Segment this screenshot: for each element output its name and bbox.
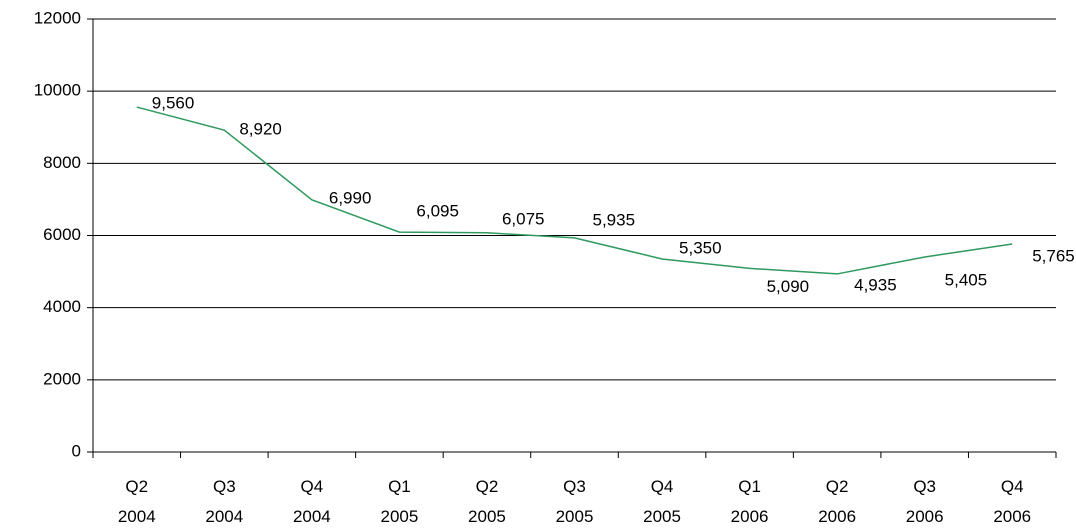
x-tick-label: Q3 2006: [906, 477, 944, 526]
x-tick-label: Q2 2004: [118, 477, 156, 526]
x-tick-label-line: 2004: [118, 507, 156, 526]
x-tick-label-line: 2004: [293, 507, 331, 526]
y-tick-label: 12000: [34, 8, 81, 27]
x-tick-label-line: Q1: [388, 477, 411, 496]
x-tick-label-line: Q3: [913, 477, 936, 496]
y-tick-label: 4000: [43, 297, 81, 316]
y-tick-label: 8000: [43, 153, 81, 172]
x-tick-label-line: 2004: [205, 507, 243, 526]
x-tick-label-line: Q2: [476, 477, 499, 496]
x-tick-label-line: Q2: [826, 477, 849, 496]
x-tick-label-line: Q4: [1001, 477, 1024, 496]
x-tick-label-line: 2006: [906, 507, 944, 526]
x-tick-label-line: 2006: [818, 507, 856, 526]
x-tick-label-line: Q3: [213, 477, 236, 496]
x-tick-label-line: Q1: [738, 477, 761, 496]
x-tick-label: Q1 2006: [731, 477, 769, 526]
x-tick-label-line: 2006: [731, 507, 769, 526]
x-tick-label-line: 2005: [556, 507, 594, 526]
x-tick-label: Q2 2005: [468, 477, 506, 526]
x-tick-label-line: Q2: [125, 477, 148, 496]
data-label: 8,920: [239, 120, 282, 139]
x-tick-label: Q3 2004: [205, 477, 243, 526]
x-tick-label-line: 2005: [380, 507, 418, 526]
data-label: 9,560: [152, 94, 195, 113]
data-line: [136, 106, 1013, 275]
data-label: 5,405: [945, 270, 988, 289]
x-tick-label-line: 2005: [468, 507, 506, 526]
y-tick-label: 10000: [34, 81, 81, 100]
x-tick-label-line: Q4: [651, 477, 674, 496]
x-tick-label-line: Q3: [563, 477, 586, 496]
y-tick-label: 2000: [43, 369, 81, 388]
data-label: 6,095: [416, 202, 459, 221]
x-tick-label: Q4 2005: [643, 477, 681, 526]
data-label: 5,350: [679, 238, 722, 257]
x-tick-label: Q3 2005: [556, 477, 594, 526]
data-label: 5,935: [593, 210, 636, 229]
data-label: 6,990: [329, 188, 372, 207]
data-label: 5,765: [1032, 246, 1075, 265]
x-tick-label: Q2 2006: [818, 477, 856, 526]
x-tick-label: Q1 2005: [380, 477, 418, 526]
y-tick-label: 6000: [43, 225, 81, 244]
x-tick-label: Q4 2004: [293, 477, 331, 526]
x-tick-label-line: 2006: [993, 507, 1031, 526]
y-tick-label: 0: [72, 441, 81, 460]
x-tick-label-line: 2005: [643, 507, 681, 526]
x-tick-label: Q4 2006: [993, 477, 1031, 526]
data-label: 6,075: [502, 209, 545, 228]
data-label: 5,090: [767, 277, 810, 296]
data-label: 4,935: [854, 275, 897, 294]
x-tick-label-line: Q4: [301, 477, 324, 496]
